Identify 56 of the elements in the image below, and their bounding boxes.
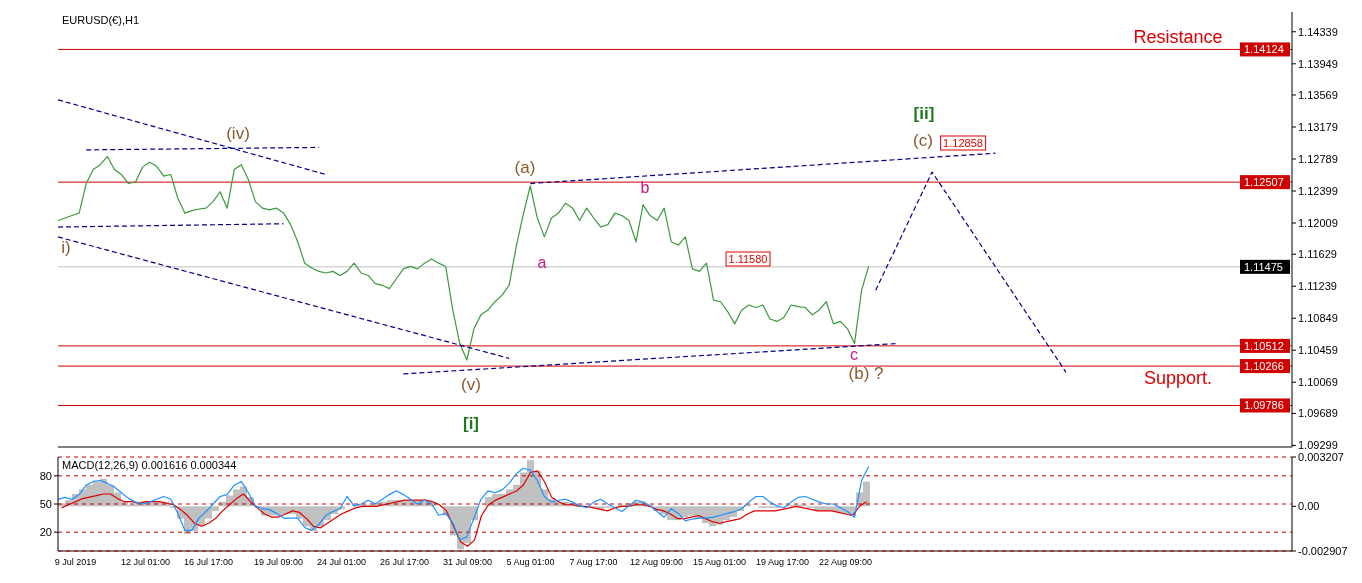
x-tick-label: 5 Aug 01:00 bbox=[506, 557, 555, 568]
annotation: 1.11580 bbox=[725, 251, 771, 266]
annotation: (a) bbox=[514, 157, 536, 178]
ref-line-label: 1.10512 bbox=[1244, 339, 1284, 352]
y-tick-label: 1.13949 bbox=[1298, 57, 1338, 70]
chart-title: EURUSD(€),H1 bbox=[62, 14, 140, 26]
x-tick-label: 19 Jul 09:00 bbox=[253, 557, 304, 568]
annotation: [i] bbox=[462, 413, 480, 434]
y-tick-label: -0.002907 bbox=[1298, 544, 1348, 557]
y-tick-label: 1.10459 bbox=[1298, 344, 1338, 357]
ref-line-label: 1.12507 bbox=[1244, 176, 1284, 189]
x-tick-label: 9 Jul 2019 bbox=[54, 557, 97, 568]
annotation: (b) ? bbox=[848, 363, 884, 384]
ref-line-label: 1.14124 bbox=[1244, 43, 1284, 56]
x-tick-label: 31 Jul 09:00 bbox=[442, 557, 493, 568]
annotation: c bbox=[850, 346, 858, 365]
y-tick-label: 1.13179 bbox=[1298, 120, 1338, 133]
annotation: [ii] bbox=[913, 104, 935, 125]
annotation: 1.12858 bbox=[940, 135, 986, 150]
y-tick-label: 1.13569 bbox=[1298, 88, 1338, 101]
x-tick-label: 12 Aug 09:00 bbox=[629, 557, 684, 568]
y-tick-label: 1.12399 bbox=[1298, 184, 1338, 197]
x-tick-label: 15 Aug 01:00 bbox=[692, 557, 747, 568]
y-tick-label: 80 bbox=[39, 469, 52, 482]
y-tick-label: 50 bbox=[39, 497, 52, 510]
ref-line-label: 1.11475 bbox=[1244, 260, 1283, 273]
ref-line-label: 1.10266 bbox=[1244, 360, 1284, 373]
annotation: (v) bbox=[461, 375, 481, 396]
annotation: a bbox=[537, 254, 547, 273]
y-tick-label: 1.09299 bbox=[1298, 439, 1338, 452]
y-tick-label: 0.00 bbox=[1298, 500, 1320, 513]
y-tick-label: 1.10069 bbox=[1298, 376, 1338, 389]
x-tick-label: 12 Jul 01:00 bbox=[120, 557, 171, 568]
y-tick-label: 1.10849 bbox=[1298, 312, 1338, 325]
x-tick-label: 7 Aug 17:00 bbox=[569, 557, 618, 568]
y-tick-label: 1.11629 bbox=[1298, 248, 1337, 261]
text: Resistance bbox=[1133, 26, 1223, 48]
annotation: b bbox=[640, 178, 650, 197]
x-tick-label: 26 Jul 17:00 bbox=[379, 557, 430, 568]
y-tick-label: 1.12009 bbox=[1298, 216, 1338, 229]
x-tick-label: 16 Jul 17:00 bbox=[183, 557, 234, 568]
annotation: (c) bbox=[913, 130, 933, 151]
y-tick-label: 0.003207 bbox=[1298, 450, 1344, 463]
annotation: i) bbox=[61, 237, 71, 258]
y-tick-label: 1.12789 bbox=[1298, 152, 1338, 165]
y-tick-label: 1.11239 bbox=[1298, 280, 1337, 293]
chart-title: MACD(12,26,9) 0.001616 0.000344 bbox=[62, 459, 237, 471]
annotation: (iv) bbox=[226, 123, 250, 144]
y-tick-label: 20 bbox=[39, 526, 52, 539]
ref-line-label: 1.09786 bbox=[1244, 399, 1284, 412]
x-tick-label: 19 Aug 17:00 bbox=[755, 557, 810, 568]
x-tick-label: 24 Jul 01:00 bbox=[316, 557, 367, 568]
y-tick-label: 1.09689 bbox=[1298, 407, 1338, 420]
x-tick-label: 22 Aug 09:00 bbox=[818, 557, 873, 568]
y-tick-label: 1.14339 bbox=[1298, 25, 1338, 38]
text: Support. bbox=[1143, 367, 1213, 389]
